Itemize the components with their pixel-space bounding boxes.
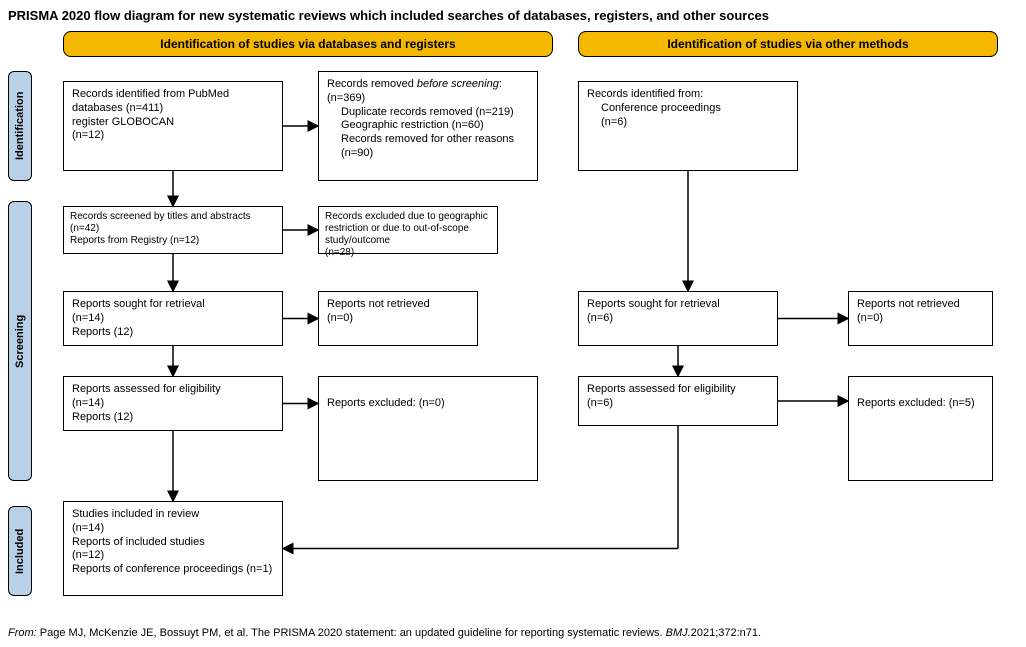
box-reports-not-retrieved-other: Reports not retrieved (n=0) bbox=[848, 291, 993, 346]
text: (n=6) bbox=[587, 312, 613, 324]
box-records-identified-db: Records identified from PubMed databases… bbox=[63, 81, 283, 171]
text: (n=0) bbox=[327, 312, 353, 324]
phase-included: Included bbox=[8, 506, 32, 596]
text: (n=14) bbox=[72, 312, 104, 324]
text: databases (n=411) bbox=[72, 102, 163, 114]
citation: From: Page MJ, McKenzie JE, Bossuyt PM, … bbox=[8, 627, 1018, 639]
text: (n=6) bbox=[587, 397, 613, 409]
text: (n=42) bbox=[70, 223, 99, 234]
text: Reports assessed for eligibility bbox=[587, 383, 736, 395]
citation-journal: BMJ. bbox=[666, 627, 691, 639]
box-records-excluded: Records excluded due to geographic restr… bbox=[318, 206, 498, 254]
text: Records removed for other reasons (n=90) bbox=[327, 133, 529, 161]
box-reports-excluded-db: Reports excluded: (n=0) bbox=[318, 376, 538, 481]
box-reports-sought-db: Reports sought for retrieval (n=14) Repo… bbox=[63, 291, 283, 346]
box-records-screened: Records screened by titles and abstracts… bbox=[63, 206, 283, 254]
text: (n=28) bbox=[325, 247, 354, 258]
box-records-removed: Records removed before screening: (n=369… bbox=[318, 71, 538, 181]
prisma-diagram: Identification of studies via databases … bbox=[8, 31, 1008, 621]
text: Reports sought for retrieval bbox=[587, 298, 720, 310]
page-title: PRISMA 2020 flow diagram for new systema… bbox=[8, 8, 1018, 23]
text: Reports assessed for eligibility bbox=[72, 383, 221, 395]
text: register GLOBOCAN bbox=[72, 116, 174, 128]
text: Records identified from: bbox=[587, 88, 703, 100]
box-records-identified-other: Records identified from: Conference proc… bbox=[578, 81, 798, 171]
header-other-methods: Identification of studies via other meth… bbox=[578, 31, 998, 57]
text: Conference proceedings bbox=[587, 102, 789, 116]
box-reports-excluded-other: Reports excluded: (n=5) bbox=[848, 376, 993, 481]
text: Reports excluded: (n=5) bbox=[857, 397, 975, 409]
text: (n=14) bbox=[72, 397, 104, 409]
text: Reports sought for retrieval bbox=[72, 298, 205, 310]
text: Records screened by titles and abstracts bbox=[70, 211, 251, 222]
text: Reports of conference proceedings (n=1) bbox=[72, 563, 272, 575]
citation-prefix: From: bbox=[8, 627, 37, 639]
text: Reports (12) bbox=[72, 411, 133, 423]
header-databases: Identification of studies via databases … bbox=[63, 31, 553, 57]
text: Reports (12) bbox=[72, 326, 133, 338]
text: Records excluded due to geographic restr… bbox=[325, 211, 488, 246]
phase-identification: Identification bbox=[8, 71, 32, 181]
box-reports-not-retrieved-db: Reports not retrieved (n=0) bbox=[318, 291, 478, 346]
phase-screening: Screening bbox=[8, 201, 32, 481]
text: Reports of included studies bbox=[72, 536, 205, 548]
box-reports-assessed-other: Reports assessed for eligibility (n=6) bbox=[578, 376, 778, 426]
text: Records identified from PubMed bbox=[72, 88, 229, 100]
text: Studies included in review bbox=[72, 508, 199, 520]
box-reports-sought-other: Reports sought for retrieval (n=6) bbox=[578, 291, 778, 346]
text: (n=6) bbox=[587, 116, 789, 130]
box-studies-included: Studies included in review (n=14) Report… bbox=[63, 501, 283, 596]
text: Records removed bbox=[327, 78, 417, 90]
text: Geographic restriction (n=60) bbox=[327, 119, 529, 133]
text: Reports from Registry (n=12) bbox=[70, 235, 199, 246]
text: (n=14) bbox=[72, 522, 104, 534]
text: Reports not retrieved bbox=[327, 298, 430, 310]
text: Duplicate records removed (n=219) bbox=[327, 106, 529, 120]
text: (n=12) bbox=[72, 129, 104, 141]
citation-suffix: 2021;372:n71. bbox=[691, 627, 761, 639]
text: before screening bbox=[417, 78, 499, 90]
box-reports-assessed-db: Reports assessed for eligibility (n=14) … bbox=[63, 376, 283, 431]
text: (n=0) bbox=[857, 312, 883, 324]
citation-text: Page MJ, McKenzie JE, Bossuyt PM, et al.… bbox=[37, 627, 666, 639]
text: Reports excluded: (n=0) bbox=[327, 397, 445, 409]
text: Reports not retrieved bbox=[857, 298, 960, 310]
text: (n=12) bbox=[72, 549, 104, 561]
